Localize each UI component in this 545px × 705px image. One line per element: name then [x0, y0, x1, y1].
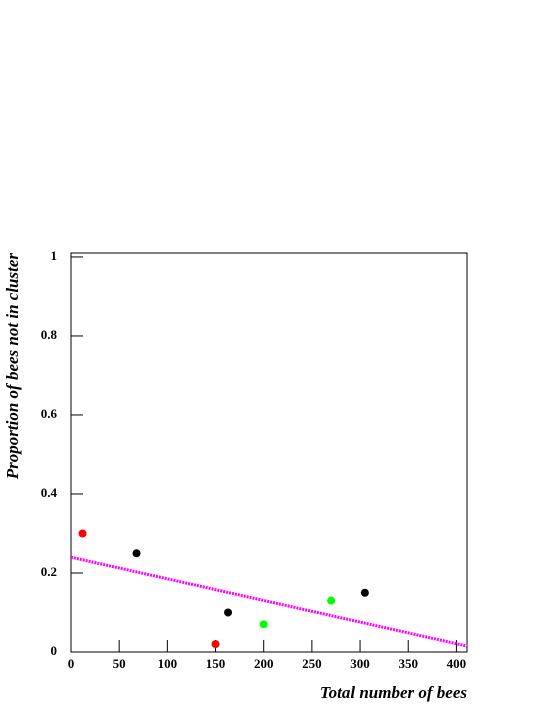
data-point	[132, 549, 141, 558]
x-tick-label: 200	[254, 656, 274, 671]
y-tick-label: 1	[51, 248, 58, 263]
y-tick-label: 0	[51, 643, 58, 658]
data-point	[327, 596, 336, 605]
x-axis-title: Total number of bees	[320, 683, 468, 702]
x-tick-label: 300	[350, 656, 370, 671]
x-tick-label: 50	[113, 656, 126, 671]
y-tick-label: 0.4	[41, 485, 58, 500]
x-tick-label: 100	[158, 656, 178, 671]
x-tick-label: 0	[68, 656, 75, 671]
y-tick-label: 0.2	[41, 564, 57, 579]
plot-frame	[70, 252, 468, 653]
x-tick-label: 400	[447, 656, 467, 671]
y-axis-title: Proportion of bees not in cluster	[3, 253, 22, 481]
x-tick-label: 250	[302, 656, 322, 671]
y-tick-label: 0.8	[41, 327, 58, 342]
x-tick-label: 350	[398, 656, 418, 671]
data-point	[360, 588, 369, 597]
y-tick-label: 0.6	[41, 406, 58, 421]
data-point	[224, 608, 233, 617]
x-tick-label: 150	[206, 656, 226, 671]
data-point	[259, 620, 268, 629]
fit-line	[70, 555, 468, 648]
data-point	[211, 640, 220, 649]
data-point	[78, 529, 87, 538]
